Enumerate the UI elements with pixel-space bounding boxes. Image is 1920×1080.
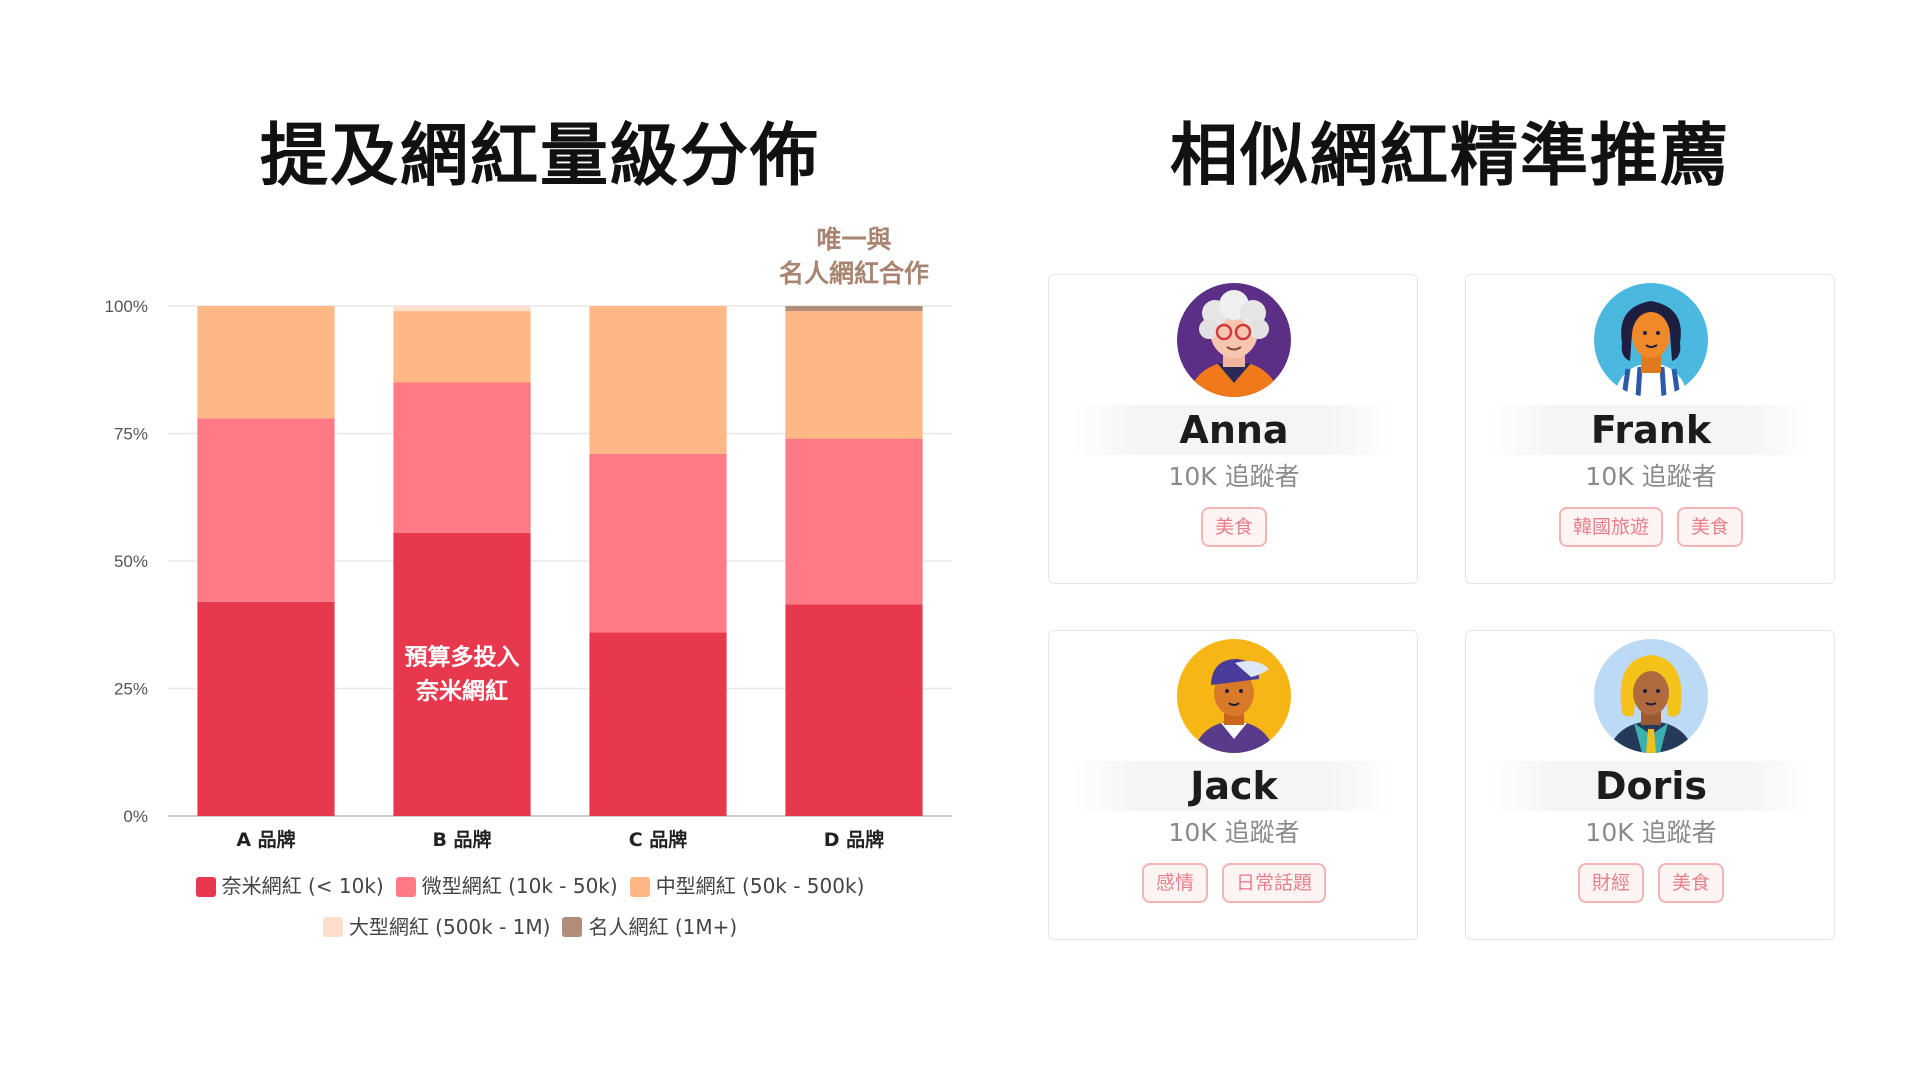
legend-label: 奈米網紅 (< 10k) — [221, 874, 384, 898]
y-tick-label: 75% — [114, 425, 148, 444]
bar-annotation: 名人網紅合作 — [779, 259, 929, 288]
legend-item: 中型網紅 (50k - 500k) — [629, 868, 865, 905]
bar-segment — [393, 306, 531, 312]
bar-segment — [197, 418, 335, 602]
legend-swatch — [195, 876, 216, 897]
influencer-name: Jack — [1190, 764, 1278, 808]
x-tick-label: A 品牌 — [236, 828, 295, 851]
legend-swatch — [322, 917, 343, 937]
tag-list: 美食 — [1049, 507, 1419, 547]
y-tick-label: 100% — [105, 297, 148, 316]
tag-list: 感情 日常話題 — [1049, 863, 1419, 903]
chart-title: 提及網紅量級分佈 — [259, 117, 820, 196]
influencer-name: Doris — [1594, 764, 1708, 808]
bar-segment — [197, 306, 335, 419]
bar-segment — [785, 604, 923, 816]
tag-korea-travel[interactable]: 韓國旅遊 — [1558, 507, 1663, 547]
stacked-bar-chart: 0% 25% 50% 75% 100% A 品牌 B 品牌 C 品牌 D 品牌 預算多投入奈米網紅… — [105, 225, 952, 851]
legend-swatch — [562, 917, 583, 937]
curly-hair-person-avatar-icon — [1594, 283, 1708, 397]
tag-daily-topics[interactable]: 日常話題 — [1222, 863, 1327, 903]
influencer-card-frank[interactable]: Frank 10K 追蹤者 韓國旅遊 美食 — [1465, 274, 1835, 584]
influencer-card-anna[interactable]: Anna 10K 追蹤者 美食 — [1048, 274, 1418, 584]
bar-annotation: 奈米網紅 — [415, 677, 508, 704]
bar-segment — [785, 311, 923, 439]
tag-list: 財經 美食 — [1466, 863, 1836, 903]
x-tick-label: C 品牌 — [629, 828, 688, 851]
legend-swatch — [629, 876, 650, 897]
legend-item: 奈米網紅 (< 10k) — [195, 868, 384, 905]
bar-segment — [785, 438, 923, 605]
elderly-woman-glasses-avatar-icon — [1177, 283, 1291, 397]
legend-item: 微型網紅 (10k - 50k) — [395, 868, 618, 905]
follower-count: 10K 追蹤者 — [1168, 462, 1300, 491]
legend-label: 中型網紅 (50k - 500k) — [655, 874, 865, 898]
legend-swatch — [395, 876, 416, 897]
bar-segment — [393, 532, 531, 816]
influencer-name: Frank — [1590, 408, 1712, 452]
y-tick-label: 25% — [114, 680, 148, 699]
bar-segment — [589, 632, 727, 816]
influencer-card-jack[interactable]: Jack 10K 追蹤者 感情 日常話題 — [1048, 630, 1418, 940]
chart-legend: 奈米網紅 (< 10k) 微型網紅 (10k - 50k) 中型網紅 (50k - … — [150, 868, 910, 949]
bar-segment — [589, 453, 727, 633]
follower-count: 10K 追蹤者 — [1585, 818, 1717, 847]
tag-list: 韓國旅遊 美食 — [1466, 507, 1836, 547]
tag-food[interactable]: 美食 — [1658, 863, 1725, 903]
tag-finance[interactable]: 財經 — [1577, 863, 1644, 903]
influencer-name: Anna — [1179, 408, 1289, 452]
legend-label: 名人網紅 (1M+) — [588, 914, 738, 939]
bar-segment — [393, 382, 531, 533]
cap-man-avatar-icon — [1177, 639, 1291, 753]
y-tick-label: 0% — [123, 807, 148, 826]
legend-label: 微型網紅 (10k - 50k) — [421, 874, 618, 898]
bar-segment — [197, 601, 335, 816]
bar-annotation: 預算多投入 — [405, 643, 520, 670]
follower-count: 10K 追蹤者 — [1585, 462, 1717, 491]
tag-relationship[interactable]: 感情 — [1141, 863, 1208, 903]
x-tick-label: D 品牌 — [824, 828, 884, 851]
legend-item: 大型網紅 (500k - 1M) — [322, 909, 551, 946]
legend-label: 大型網紅 (500k - 1M) — [348, 914, 551, 939]
blonde-woman-avatar-icon — [1594, 639, 1708, 753]
tag-food[interactable]: 美食 — [1200, 507, 1267, 547]
legend-item: 名人網紅 (1M+) — [562, 909, 737, 946]
tag-food[interactable]: 美食 — [1677, 507, 1744, 547]
name-highlight — [1490, 761, 1812, 811]
y-tick-label: 50% — [114, 552, 148, 571]
influencer-card-doris[interactable]: Doris 10K 追蹤者 財經 美食 — [1465, 630, 1835, 940]
bar-segment — [589, 306, 727, 454]
x-tick-label: B 品牌 — [432, 828, 491, 851]
follower-count: 10K 追蹤者 — [1168, 818, 1300, 847]
recommendation-title: 相似網紅精準推薦 — [1169, 117, 1730, 196]
bar-segment — [393, 311, 531, 383]
name-highlight — [1073, 761, 1395, 811]
bar-annotation: 唯一與 — [816, 225, 891, 254]
name-highlight — [1490, 405, 1812, 455]
name-highlight — [1073, 405, 1395, 455]
bar-segment — [785, 306, 923, 312]
